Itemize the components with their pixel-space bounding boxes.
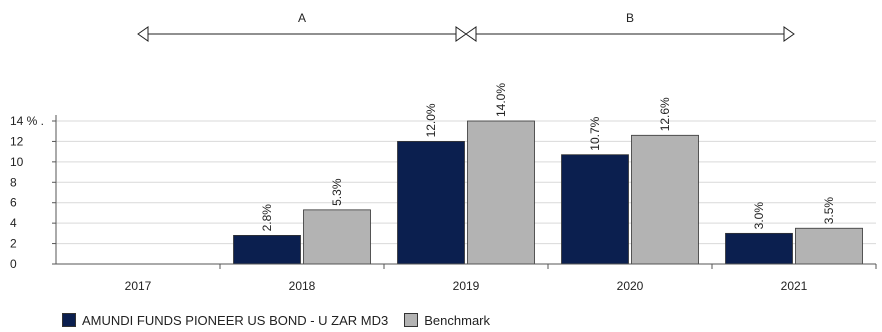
axes	[52, 115, 877, 269]
legend-swatch-fund	[62, 313, 76, 327]
y-tick-label: 10	[10, 155, 24, 169]
bar	[467, 120, 535, 265]
x-tick-label: 2018	[289, 279, 316, 293]
bar	[233, 234, 301, 265]
data-label: 3.5%	[822, 197, 836, 225]
data-labels: 2.8% 12.0% 10.7% 3.0% 5.3% 14.0% 12.6% 3.5%	[260, 83, 836, 232]
y-tick-label: 12	[10, 134, 24, 148]
legend-item-benchmark: Benchmark	[404, 313, 490, 328]
period-label: A	[298, 11, 306, 25]
data-label: 14.0%	[494, 83, 508, 117]
legend-swatch-benchmark	[404, 313, 419, 327]
y-tick-label: 4	[10, 216, 17, 230]
data-label: 5.3%	[330, 178, 344, 206]
x-tick-label: 2017	[125, 279, 152, 293]
bar	[795, 227, 863, 265]
y-tick-label: 0	[10, 257, 17, 271]
period-arrowhead-left	[137, 26, 149, 42]
x-tick-label: 2021	[781, 279, 808, 293]
legend-label-benchmark: Benchmark	[424, 312, 490, 328]
data-label: 2.8%	[260, 204, 274, 232]
x-tick-label: 2020	[617, 279, 644, 293]
period-label: B	[626, 11, 634, 25]
legend-item-fund: AMUNDI FUNDS PIONEER US BOND - U ZAR MD3	[62, 313, 388, 328]
x-tick-label: 2019	[453, 279, 480, 293]
period-arrowhead-right	[455, 26, 467, 42]
gridlines	[56, 120, 876, 245]
data-label: 10.7%	[588, 116, 602, 150]
legend-label-fund: AMUNDI FUNDS PIONEER US BOND - U ZAR MD3	[82, 312, 389, 328]
period-arrowhead-left	[465, 26, 477, 42]
legend: AMUNDI FUNDS PIONEER US BOND - U ZAR MD3…	[62, 309, 506, 331]
y-tick-label: 6	[10, 196, 17, 210]
y-axis-tick-labels: 0 2 4 6 8 10 12 14 % .	[10, 114, 44, 271]
bar	[397, 141, 465, 265]
data-label: 3.0%	[752, 202, 766, 230]
y-tick-label: 8	[10, 175, 17, 189]
bars	[233, 120, 863, 265]
period-arrowhead-right	[783, 26, 795, 42]
bar	[303, 209, 371, 265]
bar	[631, 134, 699, 265]
data-label: 12.6%	[658, 97, 672, 131]
bar	[725, 232, 793, 265]
data-label: 12.0%	[424, 103, 438, 137]
y-tick-label: 14 % .	[10, 114, 44, 128]
y-tick-label: 2	[10, 237, 17, 251]
bar	[561, 154, 629, 265]
x-axis-tick-labels: 2017 2018 2019 2020 2021	[125, 279, 808, 293]
